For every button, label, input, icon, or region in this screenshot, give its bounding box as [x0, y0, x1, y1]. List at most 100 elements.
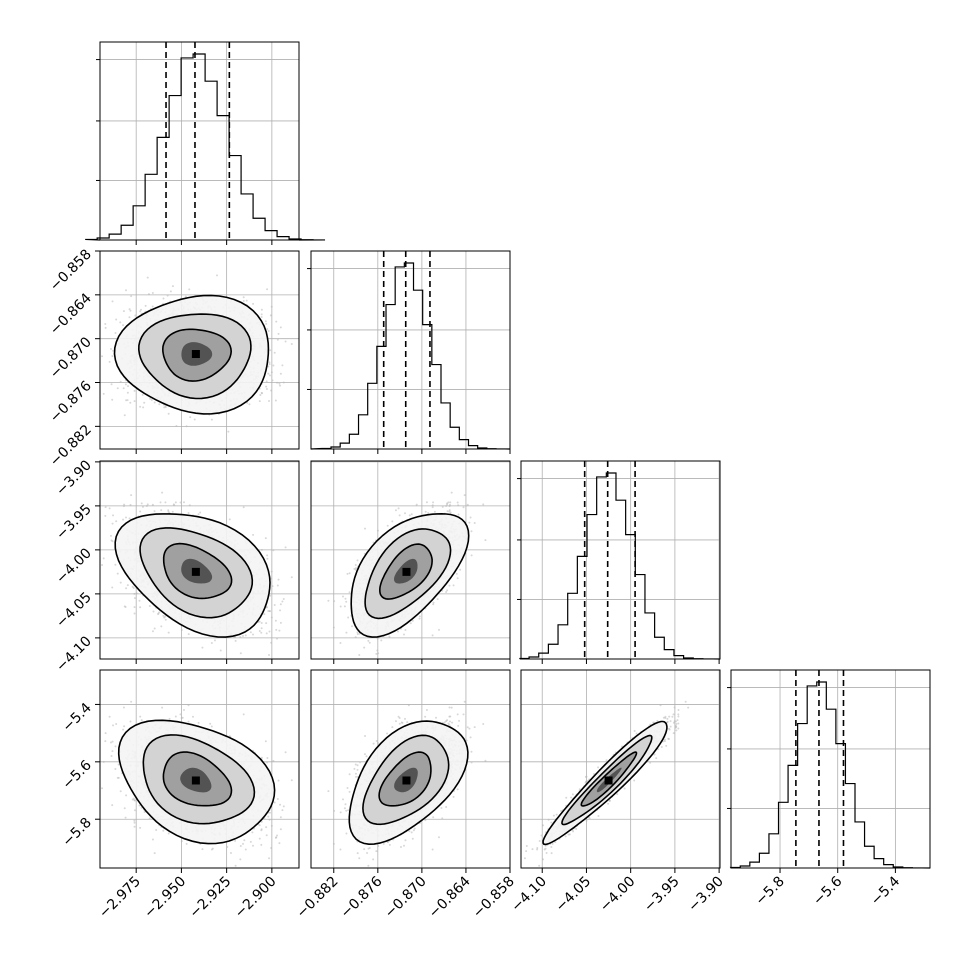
sample-point — [122, 324, 125, 327]
sample-point — [160, 509, 163, 512]
sample-point — [153, 401, 156, 404]
sample-point — [123, 414, 126, 417]
sample-point — [149, 397, 152, 400]
sample-point — [270, 616, 273, 619]
sample-point — [266, 288, 269, 291]
sample-point — [273, 604, 276, 607]
sample-point — [129, 401, 132, 404]
sample-point — [143, 401, 146, 404]
sample-point — [258, 620, 261, 623]
sample-point — [144, 304, 147, 307]
sample-point — [299, 383, 301, 385]
sample-point — [267, 330, 270, 333]
sample-point — [126, 391, 129, 394]
sample-point — [108, 360, 111, 363]
sample-point — [242, 300, 245, 303]
sample-point — [259, 394, 262, 397]
sample-point — [274, 399, 277, 402]
sample-point — [166, 294, 169, 297]
sample-point — [215, 274, 218, 277]
contour-1 — [137, 313, 252, 400]
sample-point — [284, 546, 287, 549]
sample-point — [111, 300, 114, 303]
sample-point — [164, 618, 167, 621]
sample-point — [140, 502, 143, 505]
sample-point — [270, 570, 273, 573]
sample-point — [151, 630, 154, 633]
sample-point — [151, 292, 154, 295]
sample-point — [162, 614, 165, 617]
sample-point — [187, 633, 190, 636]
sample-point — [260, 313, 263, 316]
sample-point — [167, 510, 170, 513]
sample-point — [227, 430, 230, 433]
sample-point — [263, 613, 266, 616]
sample-point — [260, 308, 263, 311]
y-tick-label: −0.876 — [47, 378, 95, 426]
y-tick-label: −0.870 — [47, 334, 95, 382]
sample-point — [272, 364, 275, 367]
sample-point — [266, 327, 269, 330]
sample-point — [167, 412, 170, 415]
sample-point — [125, 587, 128, 590]
sample-point — [210, 418, 213, 421]
panel-1-0: −0.882−0.876−0.870−0.864−0.858 — [47, 247, 301, 470]
sample-point — [110, 383, 113, 386]
sample-point — [270, 371, 273, 374]
sample-point — [281, 364, 284, 367]
sample-point — [264, 320, 267, 323]
panel-1-1 — [307, 250, 511, 454]
sample-point — [128, 316, 131, 319]
sample-point — [264, 537, 267, 540]
sample-point — [122, 387, 125, 390]
sample-point — [134, 314, 137, 317]
sample-point — [135, 592, 138, 595]
sample-point — [133, 389, 136, 392]
sample-point — [276, 381, 279, 384]
sample-point — [104, 323, 107, 326]
sample-point — [128, 517, 131, 520]
sample-point — [112, 349, 115, 352]
sample-point — [109, 534, 112, 537]
sample-point — [125, 399, 128, 402]
sample-point — [174, 501, 177, 504]
sample-point — [128, 308, 131, 311]
sample-point — [268, 399, 271, 402]
sample-point — [282, 381, 285, 384]
panel-frame — [310, 250, 511, 450]
sample-point — [116, 572, 119, 575]
sample-point — [182, 501, 185, 504]
histogram-0 — [85, 53, 326, 241]
sample-point — [260, 316, 263, 319]
sample-point — [164, 404, 167, 407]
sample-point — [164, 615, 167, 618]
sample-point — [150, 398, 153, 401]
sample-point — [146, 503, 149, 506]
sample-point — [290, 343, 293, 346]
sample-point — [167, 509, 170, 512]
sample-point — [270, 305, 273, 308]
panel-frame — [99, 250, 300, 450]
panel-frame — [99, 41, 300, 241]
sample-point — [265, 380, 268, 383]
sample-point — [101, 355, 104, 358]
y-tick-label: −0.864 — [47, 290, 95, 338]
sample-point — [114, 563, 117, 566]
sample-point — [146, 276, 149, 279]
histogram-1 — [310, 262, 511, 450]
panel-grid — [311, 251, 511, 449]
sample-point — [115, 318, 118, 321]
sample-point — [119, 380, 122, 383]
sample-point — [272, 549, 275, 552]
sample-point — [122, 310, 125, 313]
sample-point — [268, 363, 271, 366]
y-tick-label: −0.858 — [47, 247, 95, 295]
sample-point — [147, 293, 150, 296]
sample-point — [126, 584, 129, 587]
sample-point — [93, 380, 95, 382]
sample-point — [270, 389, 273, 392]
sample-point — [175, 424, 178, 427]
sample-point — [139, 405, 142, 408]
sample-point — [171, 285, 174, 288]
sample-point — [267, 372, 270, 375]
